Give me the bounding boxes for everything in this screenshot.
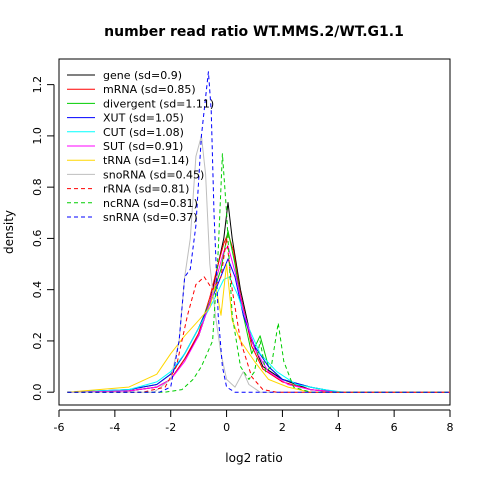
y-axis: 0.0 0.2 0.4 0.6 0.8 1.0 1.2 [31, 76, 55, 401]
series-line-8 [67, 237, 450, 393]
legend-label-10: snRNA (sd=0.37) [103, 211, 198, 224]
legend-label-2: divergent (sd=1.11) [103, 97, 214, 110]
series-line-0 [67, 202, 450, 393]
legend-label-5: SUT (sd=0.91) [103, 140, 183, 153]
legend-label-9: ncRNA (sd=0.81) [103, 197, 198, 210]
series-line-9 [67, 153, 450, 393]
legend: gene (sd=0.9)mRNA (sd=0.85)divergent (sd… [67, 69, 214, 224]
chart-title: number read ratio WT.MMS.2/WT.G1.1 [104, 24, 404, 40]
x-tick-label: 6 [391, 421, 398, 434]
legend-label-6: tRNA (sd=1.14) [103, 154, 189, 167]
legend-label-0: gene (sd=0.9) [103, 69, 182, 82]
x-tick-label: 4 [335, 421, 342, 434]
series-line-10 [67, 71, 450, 393]
x-tick-label: 8 [447, 421, 454, 434]
x-tick-label: 0 [223, 421, 230, 434]
series-layer [67, 71, 450, 393]
y-tick-label: 1.0 [31, 127, 44, 145]
x-tick-label: -6 [54, 421, 65, 434]
legend-label-1: mRNA (sd=0.85) [103, 83, 196, 96]
y-tick-label: 0.8 [31, 178, 44, 196]
y-axis-label: density [2, 210, 16, 254]
x-tick-label: -4 [109, 421, 120, 434]
series-line-7 [67, 135, 450, 393]
series-line-6 [67, 263, 450, 393]
x-axis: -6 -4 -2 0 2 4 6 8 [54, 409, 454, 434]
y-tick-label: 0.4 [31, 281, 44, 299]
series-line-4 [67, 276, 450, 393]
series-line-2 [67, 230, 450, 393]
plot-area [58, 58, 451, 406]
series-line-3 [67, 258, 450, 393]
y-tick-label: 0.2 [31, 332, 44, 350]
legend-label-3: XUT (sd=1.05) [103, 112, 184, 125]
y-tick-label: 0.6 [31, 230, 44, 248]
legend-label-7: snoRNA (sd=0.45) [103, 168, 204, 181]
x-tick-label: 2 [279, 421, 286, 434]
y-tick-label: 1.2 [31, 76, 44, 94]
legend-label-8: rRNA (sd=0.81) [103, 183, 189, 196]
x-axis-label: log2 ratio [225, 451, 282, 465]
plot-frame [58, 58, 451, 406]
x-tick-label: -2 [165, 421, 176, 434]
y-tick-label: 0.0 [31, 383, 44, 401]
series-line-5 [67, 245, 450, 393]
legend-label-4: CUT (sd=1.08) [103, 126, 184, 139]
series-line-1 [67, 232, 450, 393]
